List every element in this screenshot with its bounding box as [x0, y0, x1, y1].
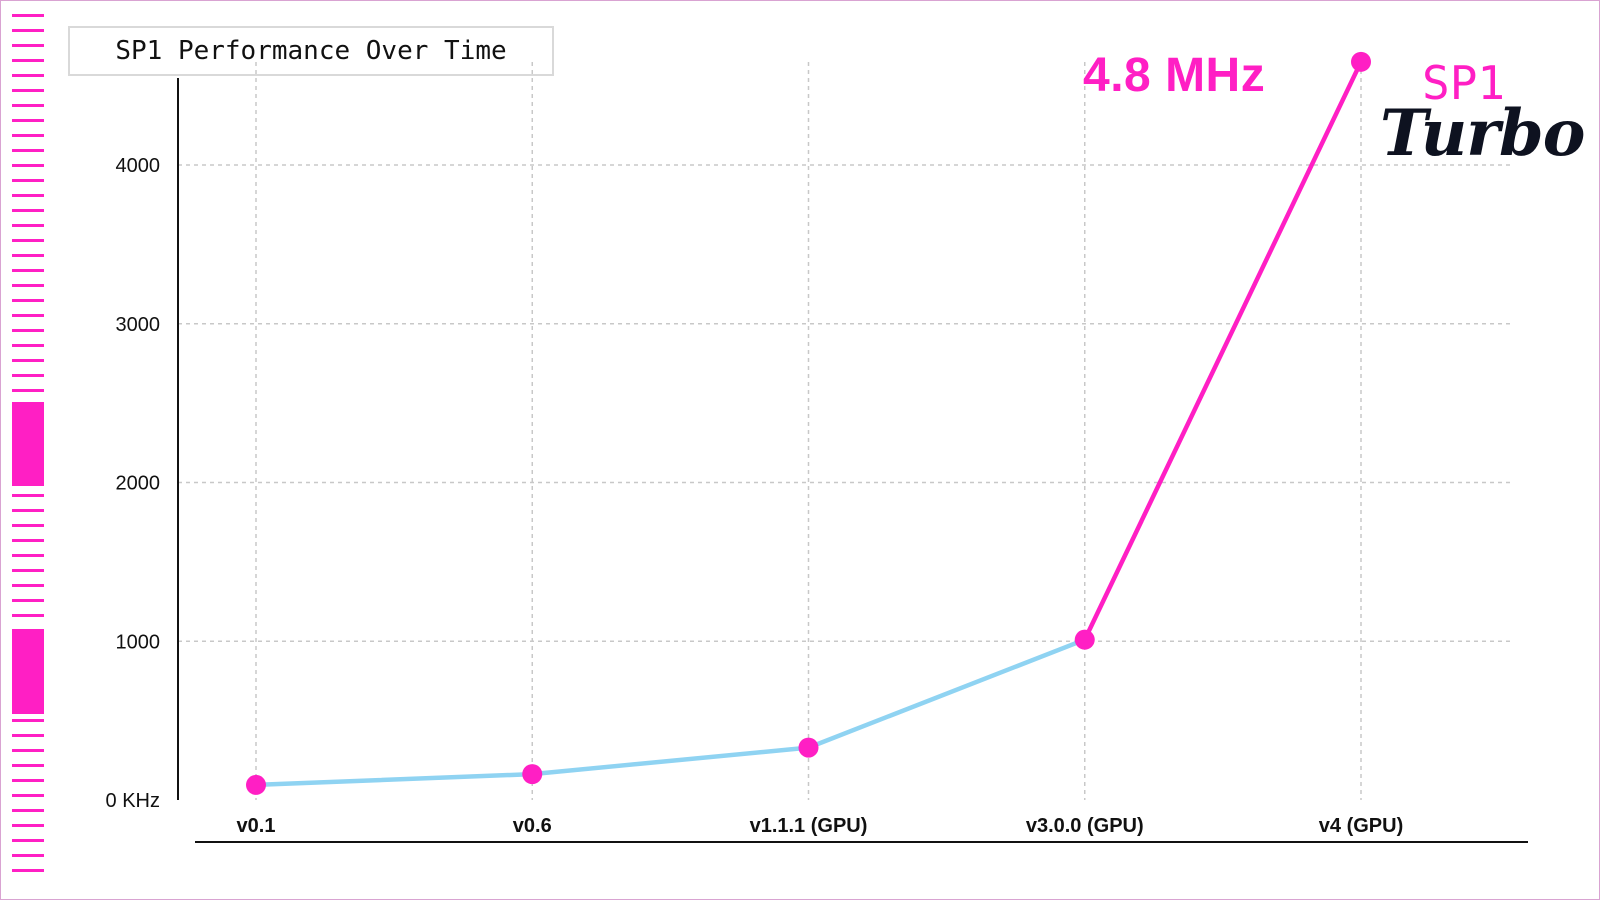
chart-title: SP1 Performance Over Time: [68, 26, 554, 76]
y-tick-label: 1000: [116, 631, 161, 653]
data-point: [522, 764, 543, 785]
rail-tick: [12, 509, 44, 512]
rail-tick: [12, 164, 44, 167]
rail-tick: [12, 809, 44, 812]
x-tick-label: v0.6: [513, 815, 552, 837]
series-line-segment: [530, 745, 811, 777]
y-tick-label: 4000: [116, 155, 161, 177]
rail-tick: [12, 194, 44, 197]
y-tick-label: 3000: [116, 314, 161, 336]
x-tick-label: v1.1.1 (GPU): [750, 815, 868, 837]
rail-tick: [12, 569, 44, 572]
rail-tick: [12, 494, 44, 497]
data-point: [246, 774, 266, 795]
rail-tick: [12, 584, 44, 587]
rail-tick: [12, 524, 44, 527]
rail-tick: [12, 44, 44, 47]
rail-tick: [12, 599, 44, 602]
series-line-segment: [1082, 59, 1364, 642]
y-zero-label: 0 KHz: [106, 790, 160, 812]
rail-tick: [12, 239, 44, 242]
data-point: [798, 737, 819, 758]
rail-tick: [12, 389, 44, 392]
x-tick-label: v3.0.0 (GPU): [1026, 815, 1144, 837]
rail-tick: [12, 284, 44, 287]
rail-tick: [12, 179, 44, 182]
rail-tick: [12, 254, 44, 257]
x-tick-label: v0.1: [237, 815, 276, 837]
rail-tick: [12, 209, 44, 212]
rail-tick: [12, 749, 44, 752]
rail-tick: [12, 779, 44, 782]
side-rail-decoration: [12, 14, 44, 884]
series-line-segment: [806, 637, 1087, 750]
rail-tick: [12, 29, 44, 32]
y-tick-label: 2000: [116, 473, 161, 495]
logo-sp1-text: SP1: [1422, 56, 1506, 110]
series-line-segment: [253, 771, 535, 788]
rail-tick: [12, 854, 44, 857]
rail-tick: [12, 104, 44, 107]
rail-tick: [12, 554, 44, 557]
rail-tick: [12, 329, 44, 332]
rail-tick: [12, 269, 44, 272]
rail-tick: [12, 74, 44, 77]
rail-tick: [12, 374, 44, 377]
peak-value-label: 4.8 MHz: [1083, 49, 1266, 102]
rail-tick: [12, 314, 44, 317]
data-point: [1351, 51, 1371, 72]
rail-tick: [12, 359, 44, 362]
rail-tick: [12, 14, 44, 17]
rail-block: [12, 630, 44, 714]
rail-tick: [12, 824, 44, 827]
rail-tick: [12, 134, 44, 137]
rail-tick: [12, 299, 44, 302]
rail-tick: [12, 344, 44, 347]
rail-tick: [12, 149, 44, 152]
rail-tick: [12, 89, 44, 92]
rail-tick: [12, 119, 44, 122]
rail-tick: [12, 539, 44, 542]
rail-block: [12, 402, 44, 486]
rail-tick: [12, 794, 44, 797]
rail-tick: [12, 734, 44, 737]
rail-tick: [12, 839, 44, 842]
x-tick-label: v4 (GPU): [1319, 815, 1403, 837]
rail-tick: [12, 59, 44, 62]
data-point: [1074, 629, 1095, 650]
rail-tick: [12, 614, 44, 617]
rail-tick: [12, 764, 44, 767]
logo-turbo-text: Turbo: [1380, 96, 1585, 171]
rail-tick: [12, 869, 44, 872]
rail-tick: [12, 719, 44, 722]
rail-tick: [12, 224, 44, 227]
